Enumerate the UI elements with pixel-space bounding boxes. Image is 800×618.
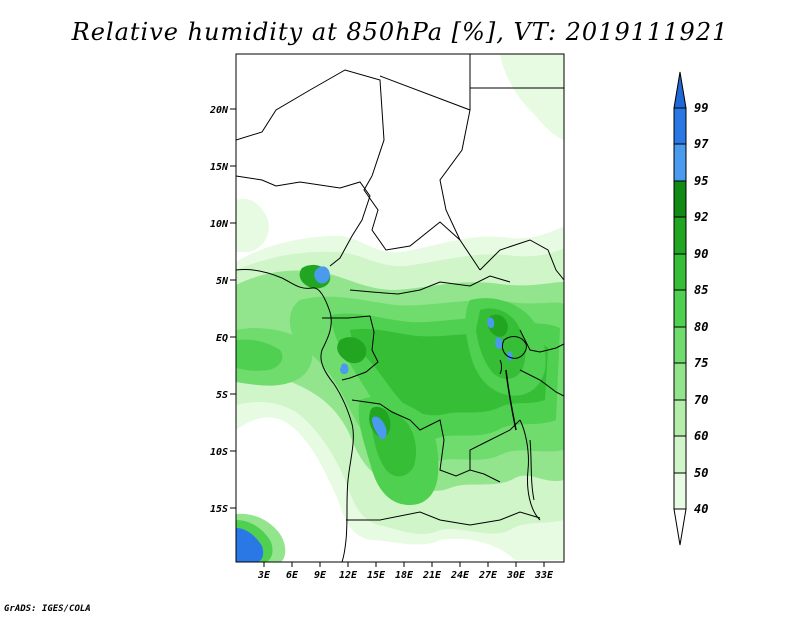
map-title: Relative humidity at 850hPa [%], VT: 201… xyxy=(71,18,729,46)
colorbar-segment xyxy=(673,143,687,182)
lat-label: EQ xyxy=(216,333,228,344)
rh-95-spot-rift-2 xyxy=(495,337,503,349)
lon-label: 3E xyxy=(257,570,271,581)
east-coast-lakes xyxy=(519,419,541,521)
lat-axis xyxy=(230,108,236,509)
border-drc-angola xyxy=(351,399,501,483)
border-ssudan-ethiopia xyxy=(479,239,564,281)
lon-label: 12E xyxy=(339,570,358,581)
lon-label: 9E xyxy=(314,570,327,581)
colorbar-label: 60 xyxy=(694,429,708,443)
colorbar-label: 99 xyxy=(694,101,708,115)
rh-95-spot-cameroon xyxy=(314,266,330,284)
colorbar-label: 90 xyxy=(694,247,708,261)
humidity-field xyxy=(236,54,564,562)
lat-label: 10N xyxy=(210,219,229,230)
west-africa-coast xyxy=(236,269,354,562)
border-niger-chad xyxy=(236,69,385,177)
coastal-core xyxy=(236,339,283,371)
lake-victoria xyxy=(501,336,527,359)
lat-label: 15S xyxy=(210,504,228,515)
colorbar-segment xyxy=(673,216,687,255)
lat-label: 5S xyxy=(216,390,228,401)
map-frame xyxy=(235,53,565,563)
lon-label: 18E xyxy=(395,570,414,581)
lat-label: 10S xyxy=(210,447,228,458)
border-car-drc xyxy=(349,275,511,295)
border-congo-drc xyxy=(341,349,379,381)
colorbar-label: 85 xyxy=(694,283,708,297)
lake-malawi xyxy=(529,439,535,501)
colorbar-label: 97 xyxy=(694,137,709,151)
rh-95-spot-angola xyxy=(372,416,387,440)
colorbar-label: 50 xyxy=(694,466,708,480)
lon-axis xyxy=(263,562,545,567)
lon-label: 24E xyxy=(450,570,470,581)
border-chad-car xyxy=(363,175,461,251)
colorbar-segment xyxy=(673,435,687,474)
colorbar-label: 92 xyxy=(694,210,708,224)
colorbar-segment xyxy=(673,326,687,364)
border-cameroon-gabon xyxy=(322,315,375,351)
lake-kivu xyxy=(499,359,502,375)
lat-label: 15N xyxy=(210,162,229,173)
north-west-patch xyxy=(236,198,269,252)
colorbar-segment xyxy=(673,399,687,437)
lat-label: 20N xyxy=(209,105,229,116)
north-east-patch xyxy=(500,54,564,140)
rh-90-patch-2 xyxy=(337,337,367,364)
border-angola-namibia xyxy=(346,511,541,526)
colorbar-label: 95 xyxy=(694,174,708,188)
lon-label: 30E xyxy=(506,570,526,581)
colorbar-segment xyxy=(673,362,687,401)
lon-label: 27E xyxy=(478,570,498,581)
lon-label: 21E xyxy=(422,570,442,581)
colorbar xyxy=(673,71,687,546)
ocean-humid-blue xyxy=(236,528,264,562)
lon-label: 6E xyxy=(286,570,299,581)
lon-label: 15E xyxy=(367,570,386,581)
rh-95-spot-rift-3 xyxy=(506,351,513,361)
colorbar-label: 75 xyxy=(694,356,708,370)
colorbar-label: 80 xyxy=(694,320,708,334)
colorbar-label: 70 xyxy=(694,393,708,407)
coastlines-borders xyxy=(236,54,564,562)
border-kenya-tanzania xyxy=(519,369,564,397)
colorbar-segment xyxy=(673,180,687,218)
colorbar-label: 40 xyxy=(694,502,708,516)
rh-95-spot-gabon xyxy=(340,363,349,375)
rh-95-spot-rift-1 xyxy=(487,317,495,329)
lat-label: 5N xyxy=(216,276,229,287)
border-uganda-kenya xyxy=(519,329,564,353)
colorbar-segment xyxy=(673,107,687,145)
colorbar-segment xyxy=(673,253,687,291)
border-nigeria xyxy=(236,175,371,267)
lon-label: 33E xyxy=(534,570,554,581)
colorbar-segment xyxy=(673,289,687,328)
colorbar-top-arrow xyxy=(673,71,687,109)
grads-credit: GrADS: IGES/COLA xyxy=(4,604,91,614)
colorbar-segment xyxy=(673,472,687,510)
border-zambia-drc xyxy=(469,419,521,470)
colorbar-bottom-arrow xyxy=(673,508,687,546)
